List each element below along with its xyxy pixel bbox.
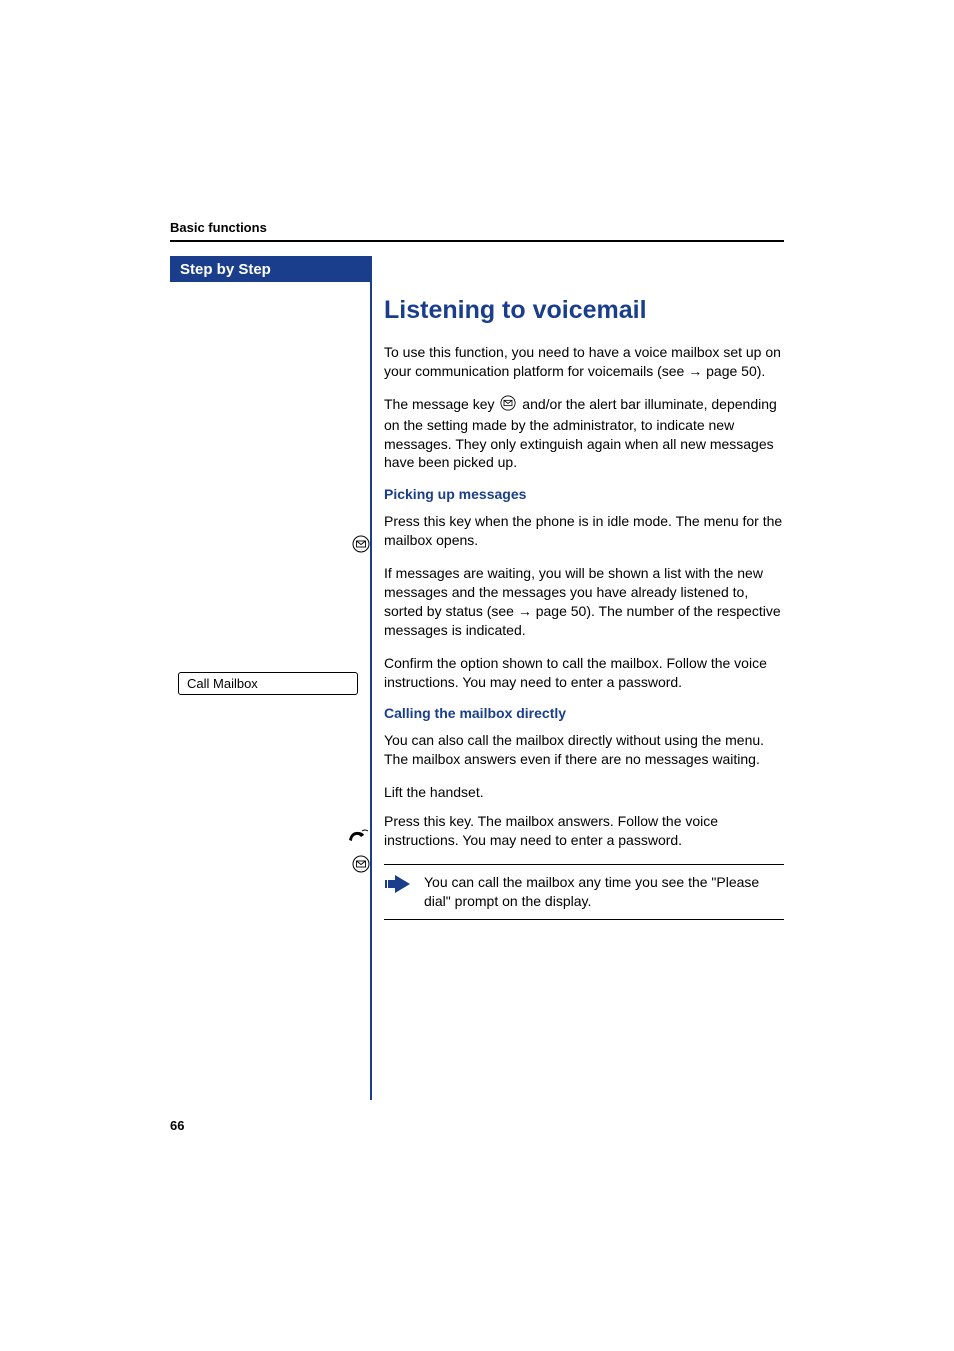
message-key-inline-icon <box>500 395 516 416</box>
call-mailbox-button[interactable]: Call Mailbox <box>178 672 358 695</box>
step-by-step-label: Step by Step <box>180 261 271 278</box>
lift-handset-icon <box>346 827 364 850</box>
intro-text-b: ). <box>757 363 766 379</box>
content-column: Listening to voicemail To use this funct… <box>384 296 784 920</box>
arrow-icon: → <box>688 362 702 381</box>
intro-paragraph: To use this function, you need to have a… <box>384 343 784 381</box>
intro-ref: page 50 <box>706 363 757 379</box>
confirm-option-paragraph: Confirm the option shown to call the mai… <box>384 654 784 692</box>
press-key-paragraph: Press this key when the phone is in idle… <box>384 512 784 550</box>
running-head: Basic functions <box>170 220 267 235</box>
lift-handset-paragraph: Lift the handset. <box>384 783 784 802</box>
messages-waiting-paragraph: If messages are waiting, you will be sho… <box>384 564 784 640</box>
call-directly-paragraph: You can also call the mailbox directly w… <box>384 731 784 769</box>
page: Basic functions Step by Step Call Mailbo… <box>0 0 954 1351</box>
subhead-picking-up: Picking up messages <box>384 486 784 502</box>
message-key-icon-2 <box>352 855 370 878</box>
call-mailbox-label: Call Mailbox <box>187 676 258 691</box>
p4ref: page 50 <box>536 603 587 619</box>
message-key-paragraph: The message key and/or the alert bar ill… <box>384 395 784 473</box>
rule-top <box>170 240 784 242</box>
note-arrow-icon <box>384 873 414 900</box>
note-text: You can call the mailbox any time you se… <box>424 873 784 911</box>
step-by-step-bar: Step by Step <box>170 256 370 282</box>
note-box: You can call the mailbox any time you se… <box>384 864 784 920</box>
arrow-icon-2: → <box>518 602 532 621</box>
subhead-calling-directly: Calling the mailbox directly <box>384 705 784 721</box>
page-number: 66 <box>170 1118 184 1133</box>
p2a: The message key <box>384 396 498 412</box>
press-key-mailbox-paragraph: Press this key. The mailbox answers. Fol… <box>384 812 784 850</box>
message-key-icon <box>352 535 370 558</box>
page-title: Listening to voicemail <box>384 296 784 325</box>
sidebar-vertical-line <box>370 256 372 1100</box>
